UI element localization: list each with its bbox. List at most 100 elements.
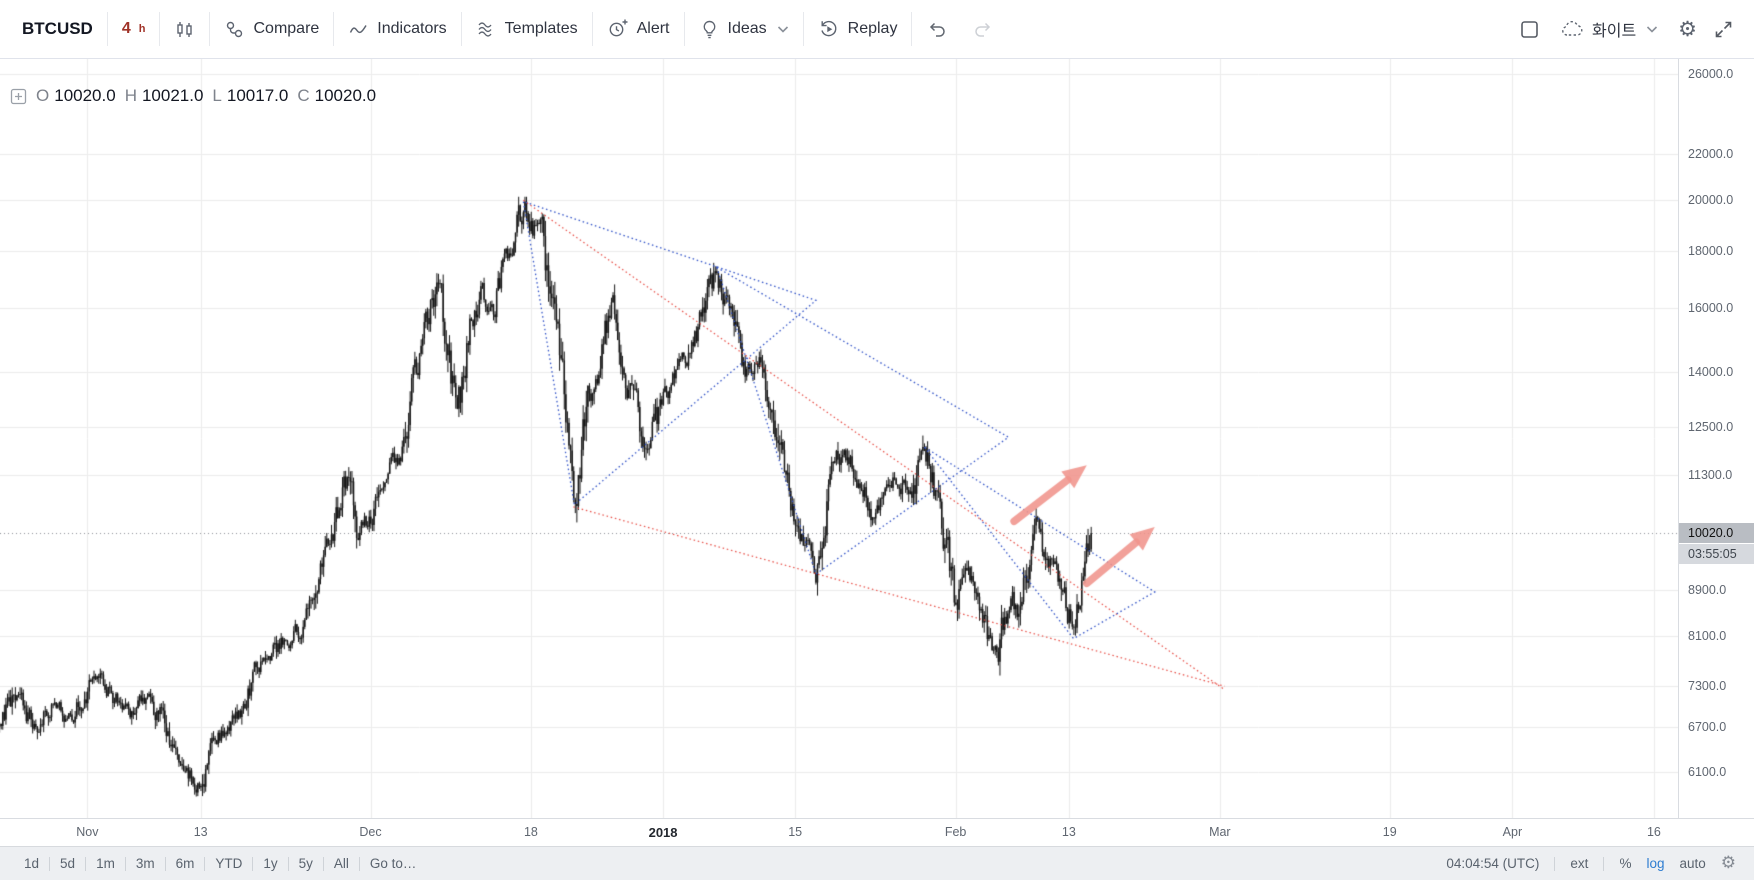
goto-button[interactable]: Go to… — [369, 856, 417, 871]
candlestick-icon — [174, 19, 195, 40]
separator — [124, 856, 126, 871]
templates-label: Templates — [504, 20, 578, 37]
theme-label: 화이트 — [1592, 23, 1637, 40]
separator — [802, 12, 804, 46]
range-button-1m[interactable]: 1m — [96, 856, 115, 871]
templates-button[interactable]: Templates — [464, 0, 590, 58]
clock-utc[interactable]: 04:04:54 (UTC) — [1446, 856, 1540, 871]
time-axis-label: 15 — [788, 825, 803, 839]
time-axis[interactable]: Nov 13 Dec 18 2018 15 Feb 13 Mar 19 Apr 16 — [0, 818, 1754, 846]
close-label: C — [297, 86, 310, 105]
ohlc-legend: O 10020.0 H 10021.0 L 10017.0 C 10020.0 — [10, 86, 376, 106]
indicators-icon — [348, 19, 369, 40]
settings-gear-icon[interactable]: ⚙ — [1678, 16, 1697, 41]
range-button-5y[interactable]: 5y — [298, 856, 313, 871]
replay-button[interactable]: Replay — [806, 0, 910, 58]
separator — [287, 856, 289, 871]
chart-canvas[interactable] — [0, 59, 1678, 818]
time-axis-label: 13 — [193, 825, 208, 839]
price-axis-label: 6700.0 — [1688, 720, 1727, 735]
bar-countdown-badge: 03:55:05 — [1679, 544, 1754, 565]
redo-icon — [972, 19, 994, 40]
price-axis-label: 12500.0 — [1688, 419, 1734, 434]
footer-settings-gear-icon[interactable]: ⚙ — [1720, 853, 1736, 873]
separator — [322, 856, 324, 871]
separator — [159, 12, 161, 46]
time-axis-label: Apr — [1502, 825, 1523, 839]
price-axis-label: 6100.0 — [1688, 765, 1727, 780]
redo-button[interactable] — [960, 0, 1006, 58]
time-axis-label: 18 — [523, 825, 538, 839]
high-value: 10021.0 — [141, 86, 204, 105]
theme-selector[interactable]: 화이트 — [1556, 17, 1662, 41]
separator — [164, 856, 166, 871]
range-button-5d[interactable]: 5d — [60, 856, 76, 871]
percent-scale-toggle[interactable]: % — [1619, 856, 1632, 871]
price-axis-label: 18000.0 — [1688, 244, 1734, 259]
bottom-toolbar: 1d 5d 1m 3m 6m YTD 1y 5y All Go to… 04:04:54 (UTC… — [0, 846, 1754, 880]
separator — [49, 856, 51, 871]
undo-button[interactable] — [914, 0, 960, 58]
low-label: L — [212, 86, 222, 105]
price-axis-label: 16000.0 — [1688, 300, 1734, 315]
price-axis-label: 8900.0 — [1688, 583, 1727, 598]
replay-label: Replay — [847, 20, 898, 37]
separator — [106, 12, 108, 46]
time-axis-label: Nov — [76, 825, 99, 839]
ext-hours-toggle[interactable]: ext — [1570, 856, 1589, 871]
auto-scale-toggle[interactable]: auto — [1679, 856, 1706, 871]
ideas-label: Ideas — [727, 20, 767, 37]
last-price-badge: 10020.0 — [1679, 523, 1754, 544]
undo-icon — [926, 19, 948, 40]
open-label: O — [36, 86, 50, 105]
range-button-3m[interactable]: 3m — [135, 856, 155, 871]
separator — [209, 12, 211, 46]
price-axis-label: 26000.0 — [1688, 67, 1734, 81]
close-value: 10020.0 — [314, 86, 377, 105]
price-axis-label: 22000.0 — [1688, 147, 1734, 162]
ideas-button[interactable]: Ideas — [687, 0, 801, 58]
time-axis-label: 2018 — [648, 825, 678, 840]
price-axis-label: 20000.0 — [1688, 193, 1734, 208]
plus-square-icon[interactable] — [10, 88, 27, 105]
layout-button[interactable] — [1519, 19, 1540, 40]
time-axis-label: Dec — [359, 825, 382, 839]
low-value: 10017.0 — [226, 86, 289, 105]
toolbar-right-group: 화이트 ⚙ — [1519, 17, 1744, 41]
range-button-All[interactable]: All — [333, 856, 349, 871]
range-button-1d[interactable]: 1d — [24, 856, 40, 871]
separator — [591, 12, 593, 46]
price-axis-label: 7300.0 — [1688, 678, 1727, 693]
time-axis-label: 16 — [1646, 825, 1661, 839]
templates-icon — [476, 19, 497, 40]
chevron-down-icon — [1646, 25, 1658, 34]
alert-button[interactable]: Alert — [595, 0, 682, 58]
indicators-button[interactable]: Indicators — [336, 0, 458, 58]
cloud-icon — [1560, 19, 1584, 39]
separator — [204, 856, 206, 871]
price-axis-label: 11300.0 — [1688, 468, 1733, 483]
interval-unit: h — [138, 22, 146, 35]
interval-value: 4 — [121, 20, 131, 37]
time-axis-label: Mar — [1209, 825, 1231, 839]
range-button-YTD[interactable]: YTD — [215, 856, 243, 871]
fullscreen-icon[interactable] — [1713, 19, 1734, 40]
compare-button[interactable]: Compare — [212, 0, 331, 58]
separator — [252, 856, 254, 871]
chart-style-button[interactable] — [162, 0, 207, 58]
separator — [333, 12, 335, 46]
symbol-button[interactable]: BTCUSD — [22, 19, 93, 38]
range-button-6m[interactable]: 6m — [175, 856, 195, 871]
range-button-1y[interactable]: 1y — [263, 856, 278, 871]
open-value: 10020.0 — [54, 86, 116, 105]
separator — [460, 12, 462, 46]
time-axis-label: Feb — [944, 825, 967, 839]
price-axis[interactable]: 26000.0 22000.0 20000.0 18000.0 16000.0 14000… — [1678, 59, 1754, 818]
time-axis-label: 19 — [1382, 825, 1397, 839]
high-label: H — [124, 86, 137, 105]
chevron-down-icon — [777, 25, 789, 34]
chart-pane: O 10020.0 H 10021.0 L 10017.0 C 10020.0 — [0, 59, 1678, 818]
log-scale-toggle[interactable]: log — [1646, 856, 1665, 871]
time-axis-label: 13 — [1061, 825, 1076, 839]
